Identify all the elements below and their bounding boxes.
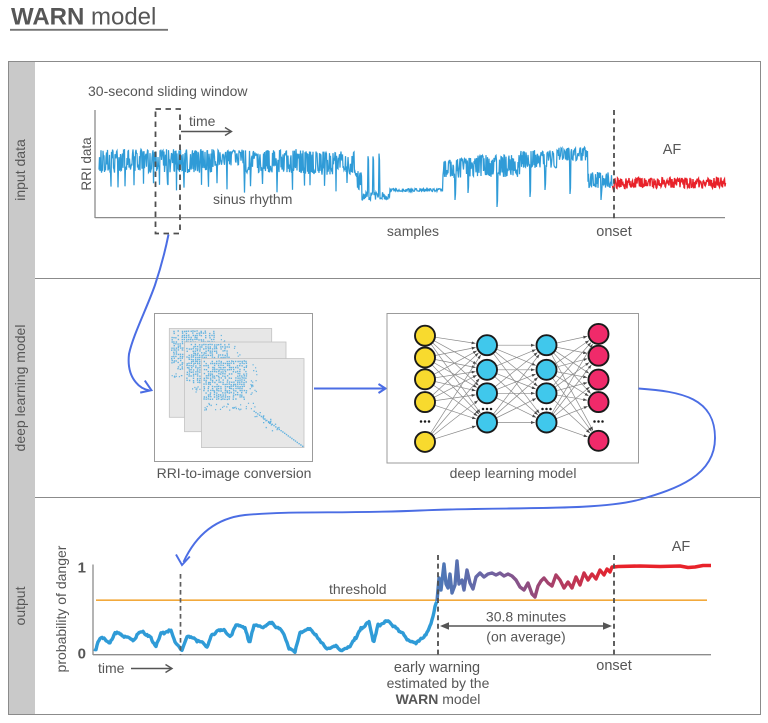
svg-text:deep learning model: deep learning model xyxy=(12,325,28,452)
svg-text:early warning: early warning xyxy=(394,660,480,676)
svg-text:output: output xyxy=(12,586,28,625)
svg-text:time: time xyxy=(98,660,125,676)
svg-text:onset: onset xyxy=(596,658,631,674)
svg-text:deep learning model: deep learning model xyxy=(450,465,577,481)
svg-text:sinus rhythm: sinus rhythm xyxy=(213,191,292,207)
svg-text:time: time xyxy=(189,113,216,129)
svg-text:input data: input data xyxy=(12,139,28,201)
svg-text:0: 0 xyxy=(78,646,86,663)
svg-text:RRI data: RRI data xyxy=(79,137,94,191)
svg-text:30.8 minutes: 30.8 minutes xyxy=(486,609,566,625)
svg-text:probability of danger: probability of danger xyxy=(53,545,69,672)
svg-text:(on average): (on average) xyxy=(486,629,565,645)
svg-text:AF: AF xyxy=(672,539,691,555)
svg-text:AF: AF xyxy=(663,142,682,158)
svg-text:samples: samples xyxy=(387,223,439,239)
svg-text:WARN model: WARN model xyxy=(396,691,481,707)
svg-text:estimated by the: estimated by the xyxy=(387,675,490,691)
svg-text:1: 1 xyxy=(78,560,86,577)
svg-text:onset: onset xyxy=(596,224,631,240)
svg-text:threshold: threshold xyxy=(329,581,387,597)
svg-text:RRI-to-image conversion: RRI-to-image conversion xyxy=(157,465,312,481)
svg-text:30-second sliding window: 30-second sliding window xyxy=(88,83,248,99)
svg-text:WARN model: WARN model xyxy=(11,4,156,31)
